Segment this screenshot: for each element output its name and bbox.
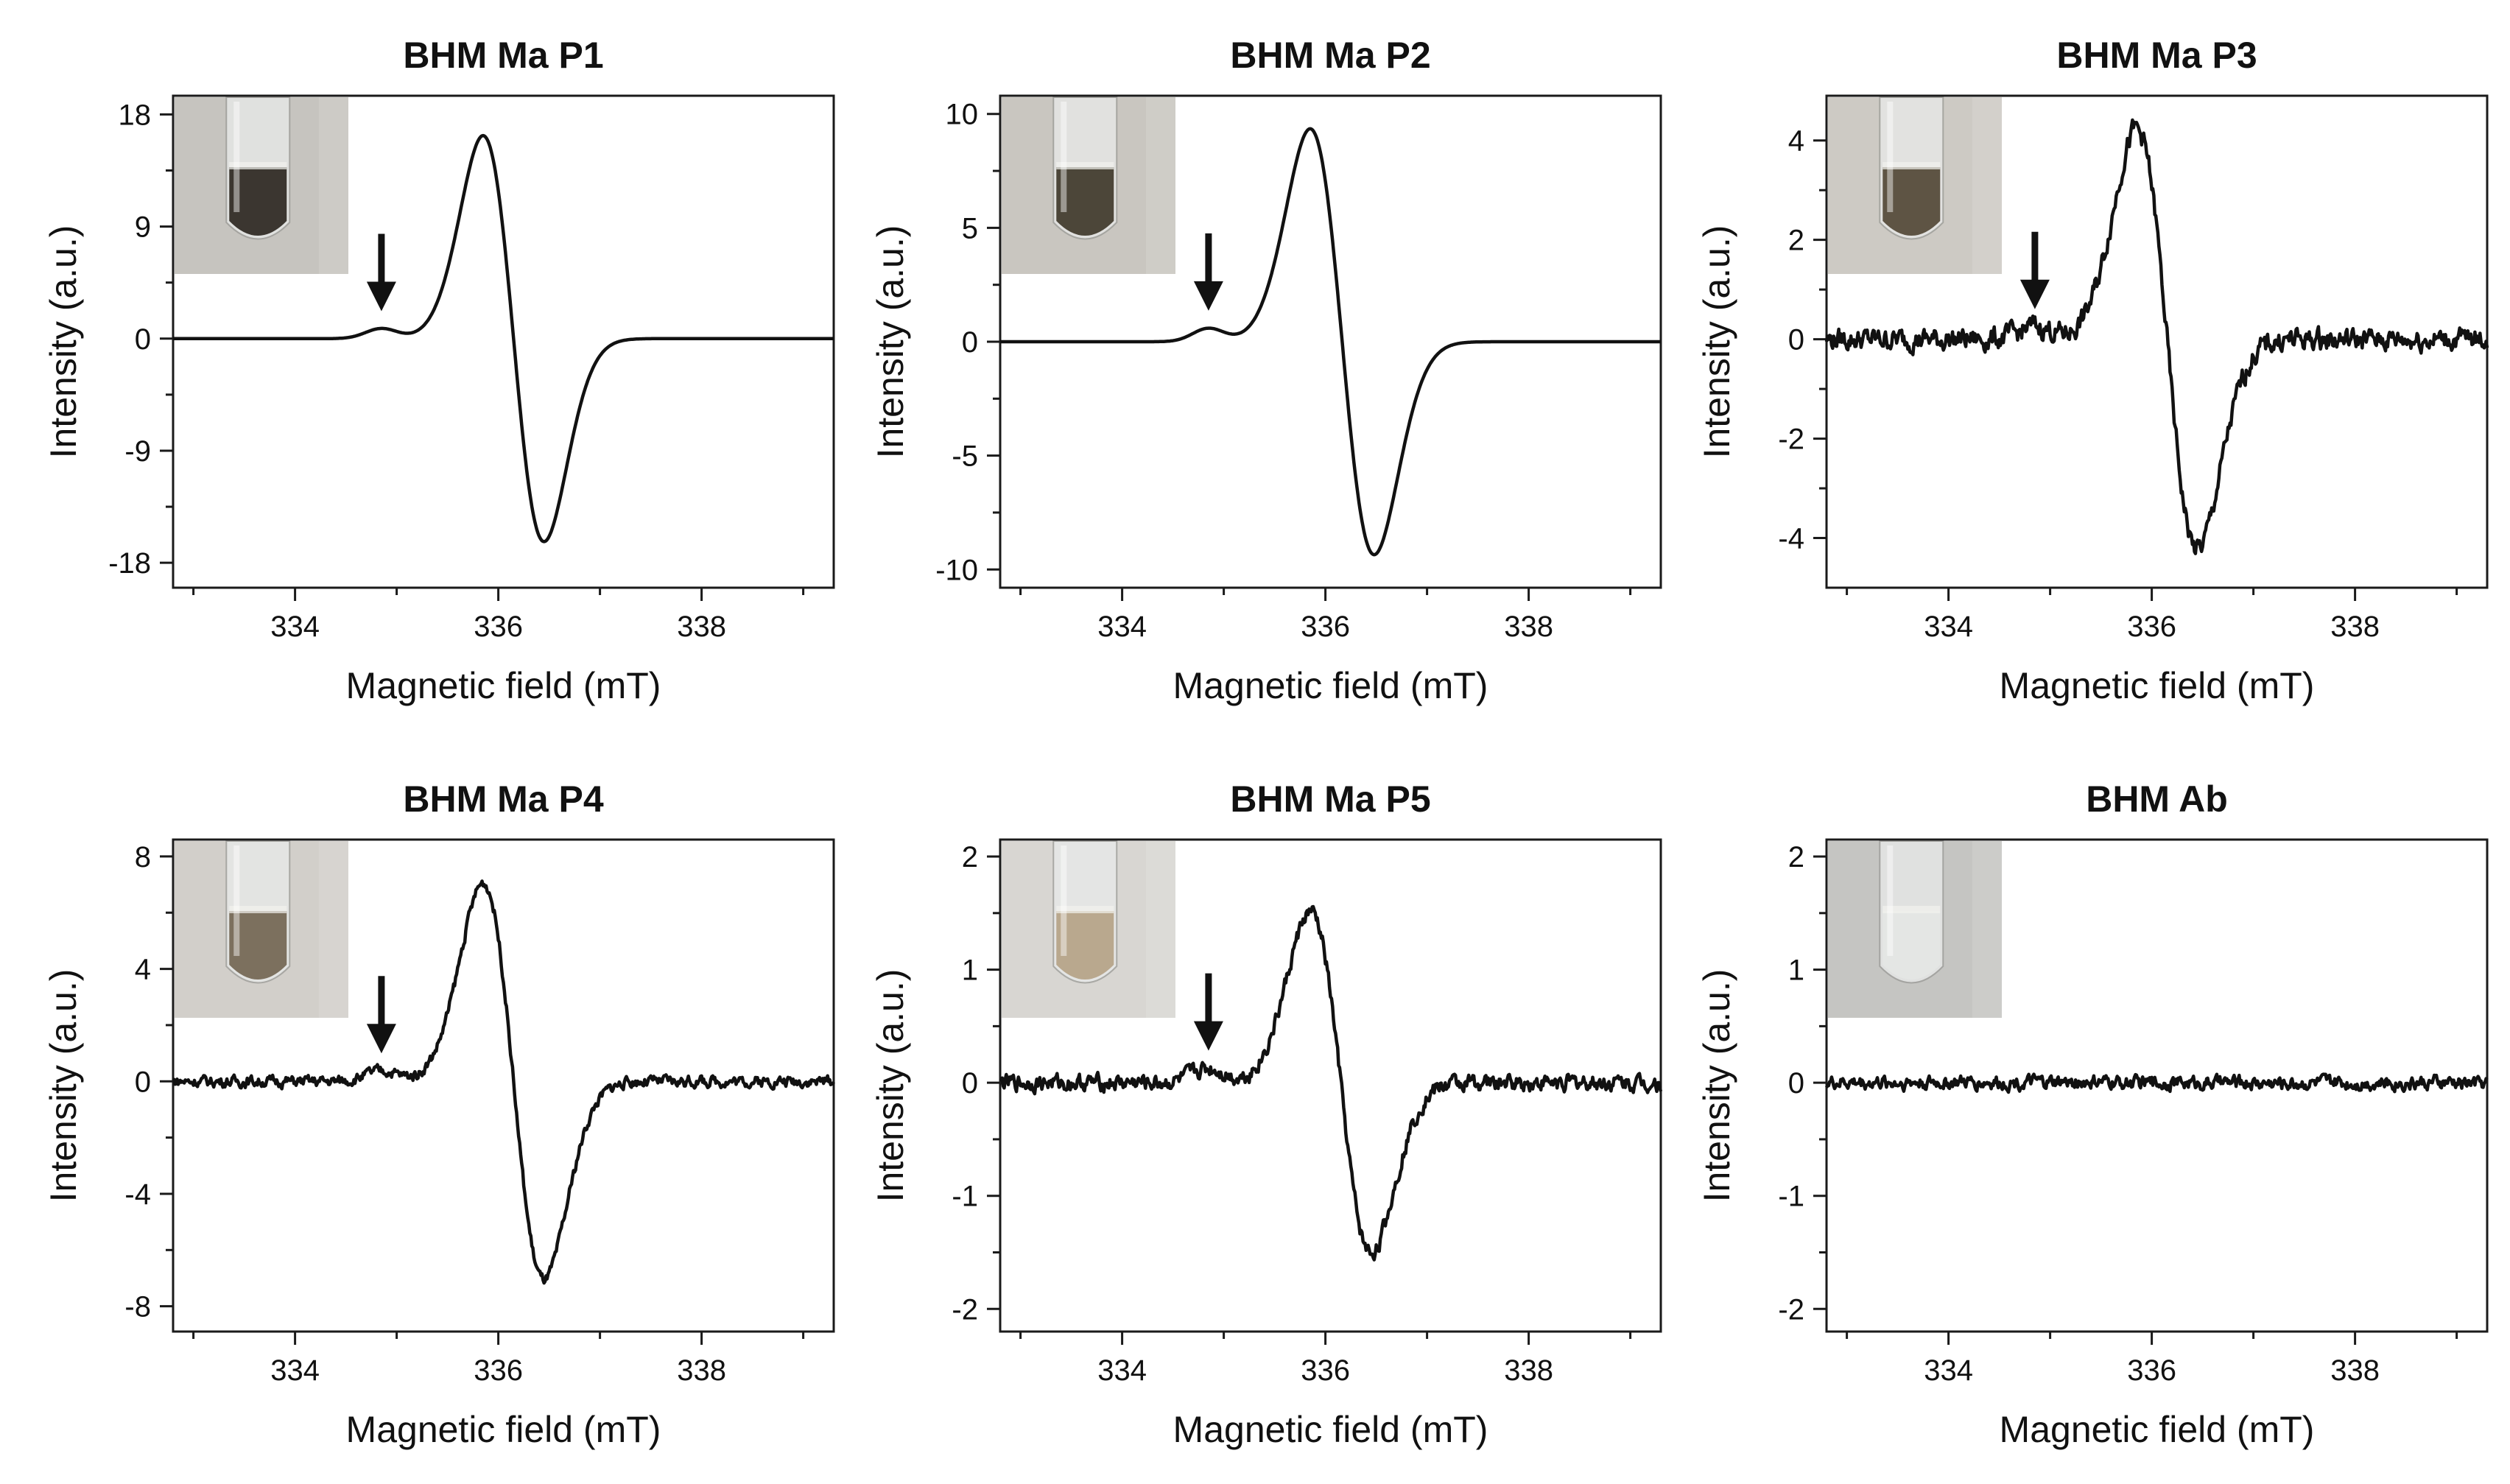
x-axis-label: Magnetic field (mT) <box>2000 1409 2315 1450</box>
x-axis-label: Magnetic field (mT) <box>1173 1409 1488 1450</box>
y-tick-label: 9 <box>135 211 151 244</box>
arrow-annotation <box>2019 231 2050 309</box>
spectrum-line <box>1825 1072 2489 1094</box>
y-tick-label: 0 <box>1788 324 1804 356</box>
x-tick-label: 334 <box>1097 611 1147 643</box>
arrow-annotation <box>1193 973 1223 1051</box>
spectrum-line <box>999 127 1662 557</box>
panel-title: BHM Ma P5 <box>1230 778 1430 820</box>
arrow-annotation <box>366 976 396 1054</box>
y-tick-label: 0 <box>135 1066 151 1098</box>
x-tick-label: 336 <box>474 1354 523 1387</box>
x-tick-label: 338 <box>1504 1354 1553 1387</box>
y-tick-label: 5 <box>962 212 978 245</box>
x-tick-label: 338 <box>677 611 726 643</box>
x-tick-label: 336 <box>474 611 523 643</box>
spectrum-line <box>999 904 1663 1262</box>
y-tick-label: -10 <box>935 554 978 586</box>
y-tick-label: 4 <box>135 954 151 986</box>
y-tick-label: 18 <box>119 99 152 131</box>
x-tick-label: 336 <box>1301 611 1350 643</box>
panel-2: BHM Ma P2 334 336 338 10 5 0 -5 -10 Magnetic fiel… <box>870 35 1662 706</box>
inset-photo-sample-tube <box>1002 96 1175 274</box>
panel-4: BHM Ma P4 334 336 338 8 4 0 -4 -8 Magnetic field … <box>43 778 835 1450</box>
panel-title: BHM Ma P3 <box>2056 35 2257 76</box>
y-tick-label: -18 <box>108 547 151 580</box>
plot-frame <box>172 838 835 1333</box>
inset-photo-sample-tube <box>1002 840 1175 1018</box>
x-tick-label: 338 <box>2330 1354 2380 1387</box>
y-axis-label: Intensity (a.u.) <box>870 225 911 459</box>
y-tick-label: 2 <box>962 841 978 873</box>
panel-title: BHM Ma P2 <box>1230 35 1430 76</box>
y-tick-label: -1 <box>952 1181 978 1213</box>
x-tick-label: 338 <box>2330 611 2380 643</box>
y-tick-label: 4 <box>1788 125 1804 158</box>
spectrum-line <box>172 133 834 544</box>
y-tick-label: -4 <box>124 1178 151 1211</box>
y-axis-label: Intensity (a.u.) <box>870 969 911 1203</box>
panel-title: BHM Ab <box>2086 778 2228 820</box>
y-tick-label: 1 <box>962 954 978 987</box>
y-axis-label: Intensity (a.u.) <box>43 969 84 1203</box>
y-tick-label: 0 <box>962 326 978 359</box>
x-tick-label: 338 <box>1504 611 1553 643</box>
inset-photo-sample-tube <box>1828 96 2002 274</box>
x-tick-label: 338 <box>677 1354 726 1387</box>
y-tick-label: 2 <box>1788 225 1804 257</box>
y-axis-label: Intensity (a.u.) <box>1696 969 1737 1203</box>
arrow-annotation <box>366 233 396 312</box>
x-axis-label: Magnetic field (mT) <box>346 665 661 706</box>
plot-frame <box>172 94 835 589</box>
y-tick-label: -2 <box>1778 423 1804 456</box>
x-axis-label: Magnetic field (mT) <box>1173 665 1488 706</box>
y-tick-label: 8 <box>135 841 151 873</box>
y-tick-label: -1 <box>1778 1181 1804 1213</box>
y-tick-label: 0 <box>135 323 151 356</box>
panel-6: BHM Ab 334 336 338 2 1 0 -1 -2 Magnetic field (mT… <box>1696 778 2489 1450</box>
y-tick-label: 10 <box>946 99 979 131</box>
x-tick-label: 334 <box>270 611 320 643</box>
x-tick-label: 334 <box>1924 611 1973 643</box>
inset-photo-sample-tube <box>175 840 348 1018</box>
x-tick-label: 336 <box>2127 1354 2176 1387</box>
x-tick-label: 334 <box>1924 1354 1973 1387</box>
y-tick-label: -5 <box>952 440 978 473</box>
y-tick-label: -2 <box>952 1293 978 1326</box>
spectrum-line <box>172 879 835 1285</box>
spectrum-line <box>1824 118 2489 555</box>
x-axis-label: Magnetic field (mT) <box>346 1409 661 1450</box>
x-tick-label: 336 <box>1301 1354 1350 1387</box>
y-axis-label: Intensity (a.u.) <box>43 225 84 459</box>
x-tick-label: 334 <box>1097 1354 1147 1387</box>
arrow-annotation <box>1193 233 1223 311</box>
y-axis-label: Intensity (a.u.) <box>1696 225 1737 459</box>
inset-photo-sample-tube <box>175 96 348 274</box>
y-tick-label: 1 <box>1788 954 1804 987</box>
panel-title: BHM Ma P1 <box>403 35 603 76</box>
x-tick-label: 334 <box>270 1354 320 1387</box>
panel-5: BHM Ma P5 334 336 338 2 1 0 -1 -2 Magnetic field … <box>870 778 1663 1450</box>
panel-3: BHM Ma P3 334 336 338 4 2 0 -2 -4 Magnetic field … <box>1696 35 2489 706</box>
y-tick-label: 0 <box>962 1067 978 1100</box>
y-tick-label: -4 <box>1778 523 1804 555</box>
panel-1: BHM Ma P1 334 336 338 18 9 0 -9 -18 Magnetic fiel… <box>43 35 835 706</box>
x-tick-label: 336 <box>2127 611 2176 643</box>
y-tick-label: 2 <box>1788 841 1804 873</box>
y-tick-label: -2 <box>1778 1293 1804 1326</box>
y-tick-label: 0 <box>1788 1067 1804 1100</box>
x-axis-label: Magnetic field (mT) <box>2000 665 2315 706</box>
panel-title: BHM Ma P4 <box>403 778 603 820</box>
inset-photo-sample-tube <box>1828 840 2002 1018</box>
y-tick-label: -8 <box>124 1291 151 1323</box>
y-tick-label: -9 <box>124 435 151 468</box>
